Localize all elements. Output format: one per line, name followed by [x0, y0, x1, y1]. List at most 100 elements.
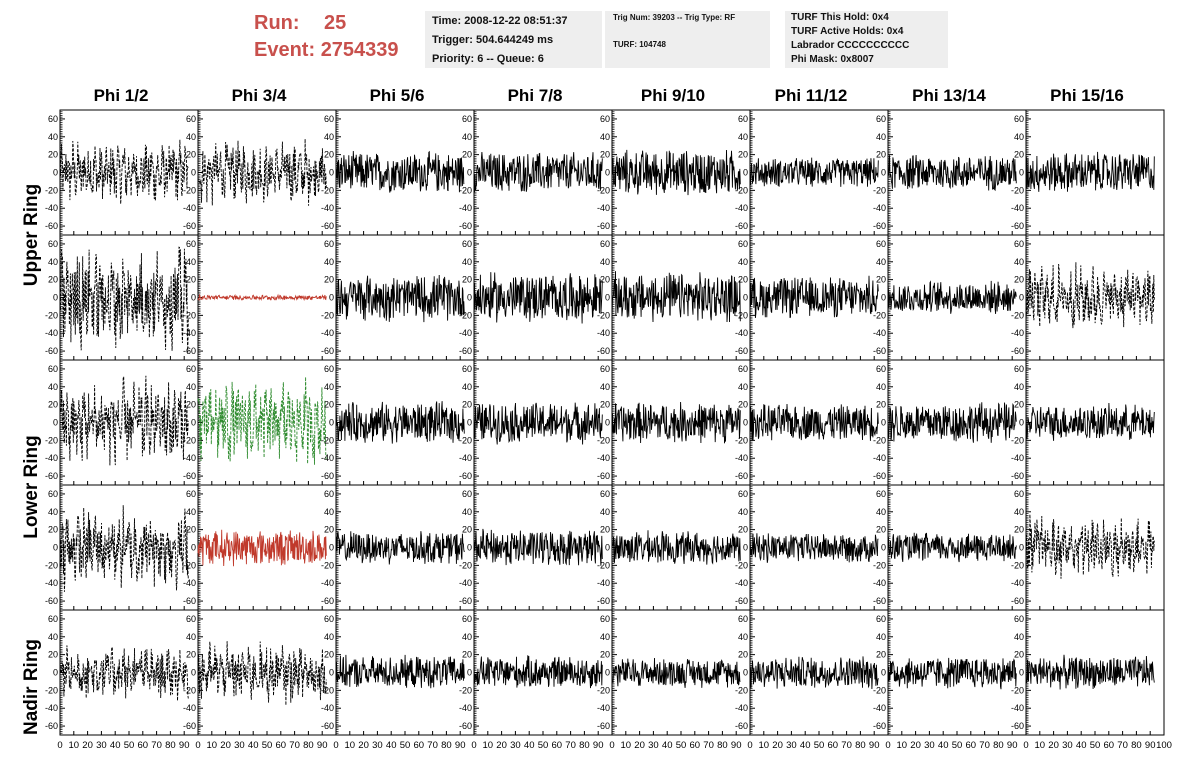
y-tick-label: 60 — [600, 614, 610, 624]
y-tick-label: 40 — [738, 632, 748, 642]
y-tick-label: -20 — [459, 560, 472, 570]
y-tick-label: -40 — [45, 703, 58, 713]
column-header-phi-1-2: Phi 1/2 — [93, 86, 149, 105]
y-tick-label: 20 — [1014, 400, 1024, 410]
y-tick-label: 40 — [1014, 632, 1024, 642]
y-tick-label: 20 — [48, 650, 58, 660]
y-tick-label: 60 — [738, 489, 748, 499]
time-info-box: Time: 2008-12-22 08:51:37 Trigger: 504.6… — [425, 11, 602, 68]
y-tick-label: 20 — [462, 275, 472, 285]
y-tick-label: 0 — [191, 543, 196, 553]
y-tick-label: -60 — [459, 221, 472, 231]
y-tick-label: 20 — [1014, 525, 1024, 535]
y-tick-label: 40 — [186, 257, 196, 267]
y-tick-label: 0 — [329, 543, 334, 553]
y-tick-label: 60 — [186, 239, 196, 249]
y-tick-label: 0 — [881, 543, 886, 553]
trigger-info-box: Trig Num: 39203 -- Trig Type: RF TURF: 1… — [605, 11, 770, 68]
y-tick-label: 40 — [48, 132, 58, 142]
waveform-trace-r4-c1 — [197, 641, 327, 706]
y-tick-label: 0 — [881, 293, 886, 303]
y-tick-label: 0 — [881, 168, 886, 178]
y-tick-label: -20 — [1011, 185, 1024, 195]
waveform-trace-r1-c0 — [59, 246, 189, 353]
y-tick-label: -40 — [45, 203, 58, 213]
y-tick-label: 0 — [53, 168, 58, 178]
y-tick-label: -20 — [735, 185, 748, 195]
waveform-trace-r3-c2 — [335, 531, 465, 565]
x-tick-label: 50 — [124, 740, 135, 751]
panel-frame-r4-c0 — [59, 609, 199, 736]
y-tick-label: 40 — [324, 632, 334, 642]
x-tick-label: 30 — [372, 740, 383, 751]
y-tick-label: 60 — [738, 364, 748, 374]
y-tick-label: -40 — [459, 453, 472, 463]
y-tick-label: 40 — [462, 382, 472, 392]
y-tick-label: 20 — [324, 275, 334, 285]
waveform-trace-r3-c6 — [887, 532, 1017, 563]
y-tick-label: -60 — [597, 471, 610, 481]
y-tick-label: 20 — [48, 400, 58, 410]
y-tick-label: -60 — [597, 346, 610, 356]
y-tick-label: -60 — [1011, 471, 1024, 481]
y-tick-label: 60 — [324, 614, 334, 624]
waveform-trace-r0-c0 — [59, 139, 189, 205]
y-tick-label: 20 — [186, 650, 196, 660]
waveform-trace-r1-c7 — [1025, 262, 1155, 329]
y-tick-label: 60 — [1014, 239, 1024, 249]
x-tick-label: 60 — [690, 740, 701, 751]
y-tick-label: -20 — [597, 185, 610, 195]
y-tick-label: -60 — [45, 596, 58, 606]
y-tick-label: -40 — [1011, 203, 1024, 213]
waveform-trace-r2-c7 — [1025, 402, 1155, 441]
waveform-trace-r2-c5 — [749, 403, 879, 441]
x-tick-label: 0 — [747, 740, 752, 751]
y-tick-label: 60 — [462, 489, 472, 499]
y-tick-label: -60 — [1011, 221, 1024, 231]
y-tick-label: 20 — [600, 525, 610, 535]
y-tick-label: 60 — [600, 114, 610, 124]
y-tick-label: 0 — [53, 668, 58, 678]
y-tick-label: 60 — [600, 239, 610, 249]
y-tick-label: 60 — [1014, 364, 1024, 374]
y-tick-label: 20 — [48, 275, 58, 285]
y-tick-label: 20 — [738, 525, 748, 535]
y-tick-label: 0 — [467, 293, 472, 303]
y-tick-label: -60 — [873, 346, 886, 356]
waveform-trace-r1-c6 — [887, 280, 1017, 314]
y-tick-label: -60 — [597, 221, 610, 231]
y-tick-label: -20 — [873, 310, 886, 320]
y-tick-label: 40 — [462, 132, 472, 142]
y-tick-label: 0 — [1019, 418, 1024, 428]
column-header-phi-13-14: Phi 13/14 — [912, 86, 986, 105]
y-tick-label: 20 — [738, 275, 748, 285]
y-tick-label: -40 — [1011, 578, 1024, 588]
y-tick-label: 0 — [605, 668, 610, 678]
y-tick-label: 60 — [324, 489, 334, 499]
waveform-trace-r4-c0 — [59, 645, 189, 701]
y-tick-label: 0 — [467, 543, 472, 553]
x-tick-label: 80 — [165, 740, 176, 751]
x-tick-label: 20 — [82, 740, 93, 751]
waveform-trace-r0-c3 — [473, 151, 603, 193]
x-tick-label: 50 — [1090, 740, 1101, 751]
y-tick-label: -60 — [597, 721, 610, 731]
y-tick-label: 40 — [324, 507, 334, 517]
y-tick-label: 0 — [191, 418, 196, 428]
y-tick-label: -40 — [183, 203, 196, 213]
y-tick-label: 20 — [600, 150, 610, 160]
y-tick-label: 20 — [462, 150, 472, 160]
y-tick-label: -60 — [321, 471, 334, 481]
y-tick-label: 60 — [738, 114, 748, 124]
y-tick-label: -40 — [735, 703, 748, 713]
y-tick-label: 60 — [48, 239, 58, 249]
y-tick-label: 40 — [462, 507, 472, 517]
y-tick-label: 40 — [48, 382, 58, 392]
y-tick-label: -20 — [735, 435, 748, 445]
y-tick-label: -40 — [1011, 328, 1024, 338]
y-tick-label: -60 — [183, 721, 196, 731]
y-tick-label: -20 — [1011, 560, 1024, 570]
y-tick-label: -40 — [1011, 453, 1024, 463]
y-tick-label: 0 — [605, 543, 610, 553]
y-tick-label: -60 — [1011, 596, 1024, 606]
